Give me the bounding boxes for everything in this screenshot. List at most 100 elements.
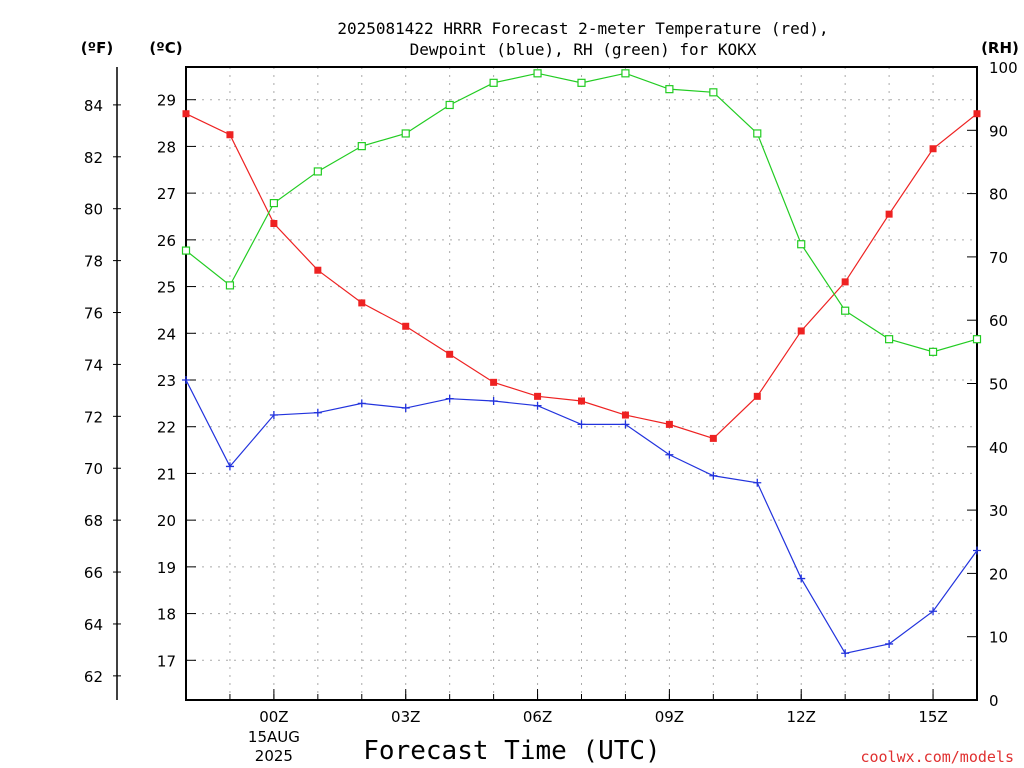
chart-title-line1: 2025081422 HRRR Forecast 2-meter Tempera… (337, 19, 828, 38)
data-point-rh (665, 85, 674, 94)
x-tick-label: 06Z (523, 708, 552, 726)
fahrenheit-tick-label: 82 (84, 149, 103, 167)
rh-tick-label: 50 (989, 376, 1008, 394)
rh-tick-label: 100 (989, 59, 1018, 77)
fahrenheit-tick-label: 72 (84, 408, 103, 426)
data-point-temperature (797, 327, 805, 335)
x-axis-label: Forecast Time (UTC) (363, 736, 660, 766)
rh-axis-unit: (RH) (981, 39, 1019, 57)
data-point-dewpoint (621, 420, 630, 429)
data-point-dewpoint (577, 420, 586, 429)
celsius-tick-label: 20 (157, 512, 176, 530)
data-point-rh (709, 88, 718, 97)
data-point-temperature (841, 278, 849, 286)
data-point-temperature (621, 411, 629, 419)
fahrenheit-tick-label: 62 (84, 668, 103, 686)
x-tick-label: 15Z (918, 708, 947, 726)
fahrenheit-tick-label: 64 (84, 616, 103, 634)
data-point-dewpoint (709, 471, 718, 480)
data-point-dewpoint (357, 399, 366, 408)
data-point-dewpoint (445, 394, 454, 403)
fahrenheit-tick-label: 78 (84, 253, 103, 271)
rh-tick-label: 90 (989, 122, 1008, 140)
celsius-tick-label: 17 (157, 652, 176, 670)
rh-tick-label: 10 (989, 629, 1008, 647)
data-point-temperature (182, 110, 190, 118)
rh-tick-label: 20 (989, 565, 1008, 583)
fahrenheit-tick-label: 66 (84, 564, 103, 582)
data-point-dewpoint (182, 375, 190, 384)
credit-text: coolwx.com/models (860, 748, 1014, 766)
data-point-dewpoint (313, 408, 322, 417)
data-point-dewpoint (489, 397, 498, 406)
rh-tick-label: 30 (989, 502, 1008, 520)
data-point-rh (489, 78, 498, 87)
fahrenheit-tick-label: 84 (84, 97, 103, 115)
x-tick-label: 12Z (787, 708, 816, 726)
series-dewpoint (182, 375, 981, 658)
data-point-rh (313, 167, 322, 176)
fahrenheit-axis-unit: (ºF) (81, 39, 113, 57)
data-point-dewpoint (753, 478, 762, 487)
data-point-temperature (534, 392, 542, 400)
celsius-axis-unit: (ºC) (149, 39, 182, 57)
celsius-tick-label: 27 (157, 185, 176, 203)
data-point-temperature (270, 219, 278, 227)
data-point-rh (357, 142, 366, 151)
data-point-temperature (402, 322, 410, 330)
plot-frame (185, 66, 978, 701)
fahrenheit-tick-label: 80 (84, 201, 103, 219)
data-point-rh (181, 246, 191, 255)
data-point-temperature (358, 299, 366, 307)
data-point-temperature (578, 397, 585, 405)
data-point-temperature (973, 110, 981, 118)
rh-tick-label: 80 (989, 186, 1008, 204)
x-tick-label: 03Z (391, 708, 420, 726)
data-point-temperature (226, 131, 234, 139)
celsius-tick-label: 22 (157, 419, 176, 437)
data-point-temperature (709, 434, 717, 442)
data-point-rh (885, 335, 894, 344)
fahrenheit-tick-label: 76 (84, 305, 103, 323)
data-point-dewpoint (401, 404, 410, 413)
data-point-rh (533, 69, 542, 78)
data-series (181, 69, 982, 658)
data-point-dewpoint (269, 411, 278, 420)
celsius-tick-label: 21 (157, 465, 176, 483)
series-temperature (182, 110, 981, 442)
data-point-dewpoint (973, 546, 981, 555)
celsius-tick-label: 29 (157, 92, 176, 110)
series-rh (181, 69, 982, 356)
fahrenheit-tick-label: 74 (84, 356, 103, 374)
chart-title-line2: Dewpoint (blue), RH (green) for KOKX (410, 40, 757, 59)
data-point-rh (797, 240, 806, 249)
data-point-rh (841, 306, 850, 315)
data-point-dewpoint (929, 607, 938, 616)
x-tick-sublabel-year: 2025 (255, 747, 293, 765)
data-point-rh (577, 78, 586, 87)
data-point-rh (972, 335, 982, 344)
data-point-temperature (885, 210, 893, 218)
data-point-rh (269, 198, 278, 208)
celsius-tick-label: 28 (157, 138, 176, 156)
data-point-temperature (490, 378, 498, 386)
data-point-rh (445, 100, 454, 110)
data-point-temperature (753, 392, 761, 400)
data-point-dewpoint (841, 649, 850, 658)
rh-tick-label: 40 (989, 439, 1008, 457)
data-point-rh (753, 129, 762, 138)
data-point-temperature (446, 350, 454, 358)
celsius-tick-label: 24 (157, 325, 176, 343)
data-point-rh (928, 347, 938, 356)
rh-tick-label: 60 (989, 312, 1008, 330)
data-point-dewpoint (885, 639, 894, 648)
fahrenheit-tick-label: 70 (84, 460, 103, 478)
x-tick-label: 00Z (259, 708, 288, 726)
celsius-tick-label: 26 (157, 232, 176, 250)
rh-tick-label: 0 (989, 692, 999, 710)
x-tick-label: 09Z (655, 708, 684, 726)
data-point-dewpoint (533, 401, 542, 410)
data-point-temperature (314, 266, 322, 274)
celsius-tick-label: 25 (157, 279, 176, 297)
